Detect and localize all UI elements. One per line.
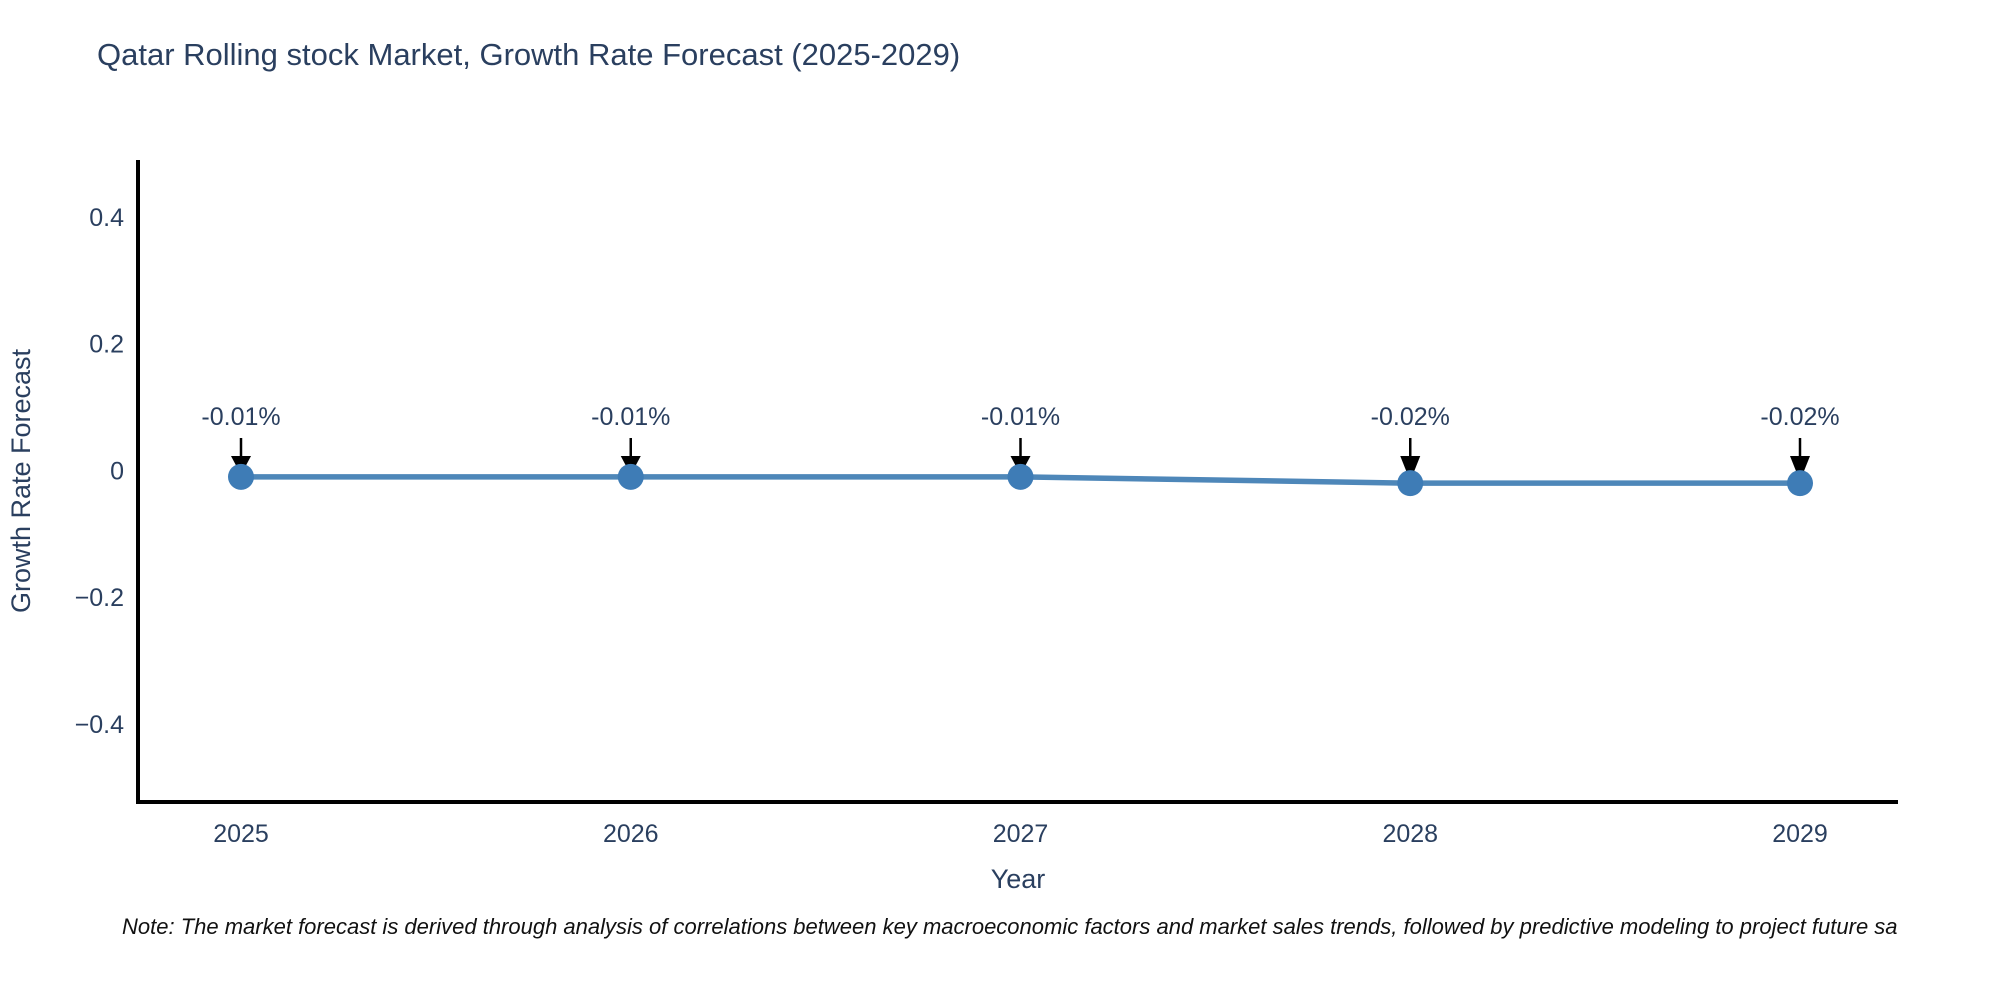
y-tick-label: 0: [110, 457, 124, 485]
y-tick-label: −0.2: [75, 584, 124, 612]
x-tick-label: 2029: [1772, 820, 1828, 848]
y-tick-label: −0.4: [75, 711, 124, 739]
chart-title: Qatar Rolling stock Market, Growth Rate …: [97, 37, 961, 72]
point-annotation-label: -0.01%: [981, 403, 1060, 431]
point-annotation-label: -0.02%: [1760, 403, 1839, 431]
annotation-arrowhead-icon: [1790, 456, 1810, 482]
x-tick-label: 2027: [993, 820, 1049, 848]
footnote-text: Note: The market forecast is derived thr…: [122, 914, 1898, 939]
x-tick-label: 2025: [213, 820, 269, 848]
point-annotation-label: -0.01%: [201, 403, 280, 431]
annotation-arrowhead-icon: [1400, 456, 1421, 482]
data-point[interactable]: [1397, 470, 1424, 497]
data-point[interactable]: [617, 463, 644, 490]
point-annotation-label: -0.01%: [591, 403, 670, 431]
y-tick-label: 0.2: [89, 331, 124, 359]
x-axis-title: Year: [991, 864, 1046, 894]
y-tick-label: 0.4: [89, 204, 124, 232]
data-point[interactable]: [1787, 470, 1813, 497]
x-tick-label: 2028: [1382, 820, 1438, 848]
y-axis-title: Growth Rate Forecast: [6, 348, 36, 613]
data-point[interactable]: [228, 463, 254, 490]
point-annotation-label: -0.02%: [1371, 403, 1450, 431]
data-point[interactable]: [1007, 463, 1034, 490]
x-tick-label: 2026: [603, 820, 659, 848]
